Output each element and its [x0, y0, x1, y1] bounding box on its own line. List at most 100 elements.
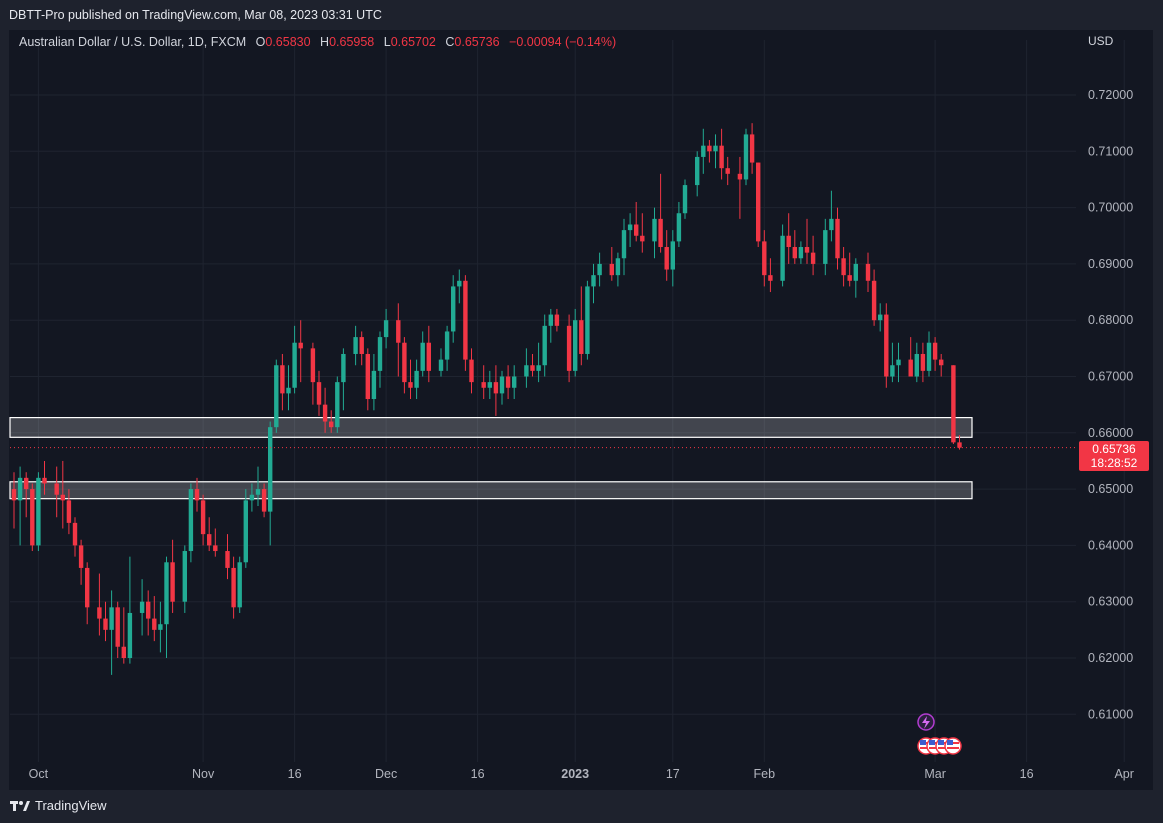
candle-body — [54, 483, 59, 495]
candle-down — [213, 528, 218, 557]
candle-body — [408, 382, 413, 388]
x-tick-label: 16 — [1020, 767, 1034, 781]
candle-down — [804, 218, 810, 264]
tradingview-logo-icon — [10, 800, 30, 811]
candle-body — [841, 258, 846, 276]
candle-body — [286, 387, 291, 394]
candle-body — [707, 145, 712, 152]
candle-up — [695, 151, 700, 197]
candle-down — [42, 460, 47, 495]
candle-up — [383, 308, 389, 349]
candle-up — [371, 353, 377, 411]
candle-up — [268, 421, 273, 546]
candle-body — [749, 134, 755, 163]
candle-body — [701, 145, 706, 157]
symbol-name: Australian Dollar / U.S. Dollar, 1D, FXC… — [19, 35, 247, 49]
candle-body — [139, 601, 145, 613]
candle-down — [579, 286, 584, 366]
candle-body — [377, 337, 383, 371]
candle-body — [420, 342, 425, 371]
candle-up — [627, 213, 633, 248]
candle-body — [743, 134, 749, 180]
candle-body — [939, 359, 944, 366]
x-axis: Oct Nov 16 Dec 16 2023 17 Feb Mar 16 Apr — [29, 767, 1134, 781]
candle-body — [695, 156, 700, 186]
chart-panel[interactable] — [9, 30, 1153, 790]
candle-body — [243, 500, 248, 563]
candle-body — [109, 607, 114, 630]
candle-body — [896, 359, 901, 366]
candle-up — [499, 370, 505, 405]
candle-up — [548, 308, 553, 343]
candle-body — [725, 168, 730, 174]
candle-up — [237, 556, 242, 613]
candle-down — [792, 230, 797, 264]
candle-body — [908, 359, 913, 377]
candle-body — [182, 551, 187, 602]
y-tick-label: 0.67000 — [1088, 370, 1133, 384]
candle-down — [725, 156, 730, 186]
lightning-bolt — [922, 716, 930, 729]
candle-body — [194, 489, 200, 501]
candle-down — [66, 489, 72, 535]
y-tick-label: 0.61000 — [1088, 707, 1133, 721]
flag-canton — [947, 740, 953, 745]
candle-body — [438, 359, 444, 371]
flag-stripe — [947, 747, 959, 749]
candle-down — [200, 494, 206, 546]
candle-down — [640, 213, 645, 253]
price-zone — [9, 416, 973, 438]
symbol-legend[interactable]: Australian Dollar / U.S. Dollar, 1D, FXC… — [19, 35, 616, 49]
x-tick-label: Dec — [375, 767, 397, 781]
candle-down — [298, 320, 303, 383]
x-tick-label: 16 — [288, 767, 302, 781]
publish-info: DBTT-Pro published on TradingView.com, M… — [9, 8, 382, 22]
y-tick-label: 0.70000 — [1088, 201, 1133, 215]
candle-down — [871, 269, 877, 326]
candle-down — [396, 303, 401, 377]
candle-body — [396, 320, 401, 343]
candle-body — [652, 218, 657, 242]
candle-down — [786, 213, 791, 264]
candle-body — [847, 275, 852, 281]
x-tick-label: Nov — [192, 767, 215, 781]
candle-body — [829, 218, 834, 231]
candle-down — [920, 342, 926, 383]
candle-body — [231, 567, 236, 608]
candle-down — [11, 472, 17, 529]
candle-down — [207, 517, 212, 552]
candle-up — [292, 325, 297, 394]
open-value: 0.65830 — [265, 35, 311, 49]
last-price-value: 0.65736 — [1092, 442, 1136, 456]
candle-up — [896, 342, 901, 383]
candle-body — [640, 235, 645, 242]
candle-body — [865, 263, 871, 281]
candle-down — [463, 275, 468, 371]
candle-body — [103, 618, 108, 630]
candle-down — [932, 337, 938, 371]
candle-down — [847, 252, 852, 287]
candle-up — [420, 331, 425, 377]
candle-up — [164, 556, 169, 658]
candle-body — [292, 342, 297, 388]
candle-body — [713, 145, 718, 152]
currency-label[interactable]: USD — [1088, 34, 1114, 48]
candle-body — [170, 562, 175, 602]
candle-body — [353, 337, 358, 354]
candle-down — [225, 534, 230, 580]
high-value: 0.65958 — [329, 35, 375, 49]
candle-up — [127, 556, 133, 664]
candle-down — [841, 247, 846, 287]
candle-down — [658, 173, 663, 253]
candle-body — [597, 263, 602, 276]
candle-up — [139, 579, 145, 636]
y-tick-label: 0.68000 — [1088, 313, 1133, 327]
bar-countdown: 18:28:52 — [1090, 456, 1138, 470]
candle-up — [682, 179, 688, 219]
candle-down — [85, 562, 90, 625]
candle-up — [36, 472, 41, 552]
tradingview-brand[interactable]: TradingView — [10, 798, 107, 813]
flag-canton — [938, 740, 944, 745]
candle-down — [957, 435, 962, 450]
